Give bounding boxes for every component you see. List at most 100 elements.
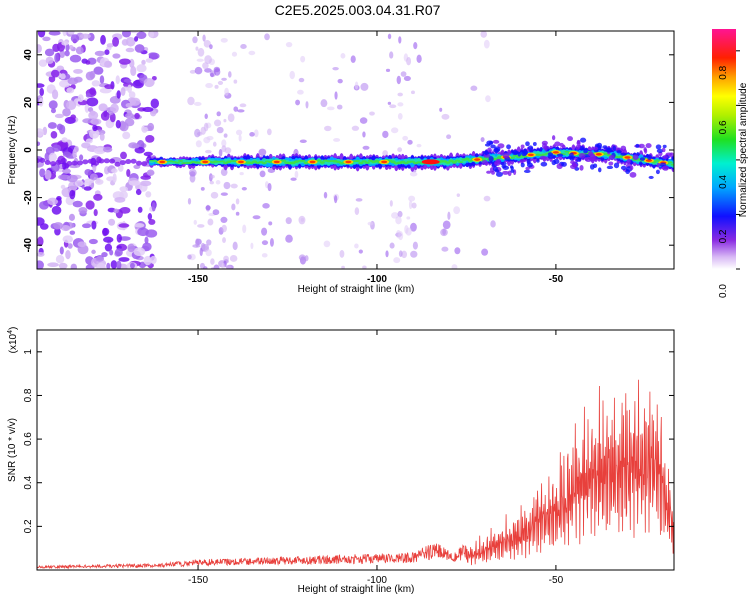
ridge-speckle <box>648 175 654 179</box>
ridge-speckle <box>606 148 611 153</box>
noise-blob <box>51 89 59 100</box>
ridge-speckle <box>542 142 548 149</box>
noise-blob <box>221 139 227 148</box>
ridge-speckle <box>532 142 537 146</box>
noise-blob <box>209 180 214 185</box>
noise-blob <box>235 198 240 205</box>
noise-blob <box>441 113 450 120</box>
ridge-hotspot-core <box>159 160 166 164</box>
noise-blob <box>402 135 409 141</box>
snr-x-label: Height of straight line (km) <box>298 584 415 595</box>
noise-blob <box>64 50 70 57</box>
noise-blob <box>389 200 393 207</box>
noise-blob <box>362 145 370 150</box>
noise-blob <box>89 173 98 181</box>
noise-blob <box>66 87 75 94</box>
ridge-speckle <box>554 141 561 147</box>
noise-blob <box>223 118 227 123</box>
noise-blob <box>137 227 149 237</box>
noise-blob <box>37 260 44 269</box>
band-blob <box>82 159 89 165</box>
noise-blob <box>114 196 126 203</box>
noise-blob <box>38 59 48 67</box>
noise-blob <box>58 262 68 269</box>
noise-blob <box>61 137 68 143</box>
noise-blob <box>401 250 408 259</box>
ridge-speckle <box>646 154 652 160</box>
noise-blob <box>470 85 478 91</box>
ridge-blob <box>358 161 364 165</box>
noise-blob <box>68 45 74 50</box>
noise-blob <box>398 36 402 44</box>
ridge-speckle <box>662 144 667 149</box>
noise-blob <box>93 209 98 217</box>
y-tick-label: 0.2 <box>23 519 34 533</box>
ridge-speckle <box>585 156 592 163</box>
noise-blob <box>210 72 215 78</box>
noise-blob <box>187 96 195 106</box>
noise-blob <box>213 264 220 269</box>
noise-blob <box>262 203 270 209</box>
noise-blob <box>242 224 247 234</box>
spectrogram-y-ticks: -40 -20 0 20 40 <box>23 49 674 252</box>
noise-blob <box>73 76 83 83</box>
noise-blob <box>222 237 226 244</box>
noise-blob <box>252 215 261 220</box>
noise-blob <box>454 247 461 255</box>
noise-blob <box>136 31 147 39</box>
y-tick-label: 0.4 <box>23 475 34 489</box>
spectrogram-panel: -150 -100 -50 -40 -20 0 20 40 Height of straig… <box>7 30 675 295</box>
ridge-hotspot-core <box>624 156 631 159</box>
ridge-speckle <box>576 139 581 145</box>
noise-blob <box>66 100 77 111</box>
noise-blob <box>441 246 449 252</box>
noise-blob <box>119 186 129 192</box>
noise-blob <box>393 257 401 264</box>
noise-blob <box>79 33 91 39</box>
noise-blob <box>85 138 93 144</box>
noise-blob <box>114 248 123 257</box>
colorbar: 0.0 0.2 0.4 0.6 0.8 Normalized spectral ampl… <box>712 29 749 298</box>
noise-blob <box>387 101 392 105</box>
noise-blob <box>120 151 127 160</box>
band-blob <box>50 161 57 167</box>
noise-blob <box>150 255 157 265</box>
ridge-speckle <box>494 148 499 154</box>
noise-blob <box>102 227 110 236</box>
x-tick-label: -50 <box>549 274 564 285</box>
noise-blob <box>128 180 141 186</box>
noise-blob <box>85 93 91 98</box>
ridge-speckle <box>523 169 531 173</box>
noise-blob <box>123 78 132 83</box>
y-tick-label: 40 <box>23 49 34 61</box>
noise-blob <box>134 112 140 119</box>
ridge-speckle <box>556 153 564 157</box>
noise-blob <box>196 58 204 62</box>
noise-blob <box>62 151 72 157</box>
noise-blob <box>290 177 297 181</box>
noise-blob <box>395 216 402 225</box>
noise-blob <box>480 31 488 38</box>
noise-blob <box>382 130 389 139</box>
ridge-speckle <box>662 147 666 153</box>
noise-blob <box>116 233 122 243</box>
noise-blob <box>203 40 211 48</box>
noise-blob <box>37 44 42 54</box>
ridge-speckle <box>486 140 494 145</box>
noise-blob <box>397 102 404 107</box>
noise-blob <box>47 122 57 129</box>
noise-blob <box>187 254 192 260</box>
noise-blob <box>249 132 255 137</box>
noise-blob <box>337 78 343 84</box>
ridge-speckle <box>547 154 555 159</box>
noise-blob <box>451 264 458 269</box>
ridge-speckle <box>620 165 627 170</box>
noise-blob <box>333 195 338 204</box>
noise-blob <box>78 207 88 214</box>
ridge-blob <box>174 161 180 164</box>
noise-blob <box>339 249 345 258</box>
ridge-speckle <box>502 170 509 175</box>
noise-blob <box>129 31 139 34</box>
noise-blob <box>259 170 266 178</box>
noise-blob <box>98 103 108 112</box>
